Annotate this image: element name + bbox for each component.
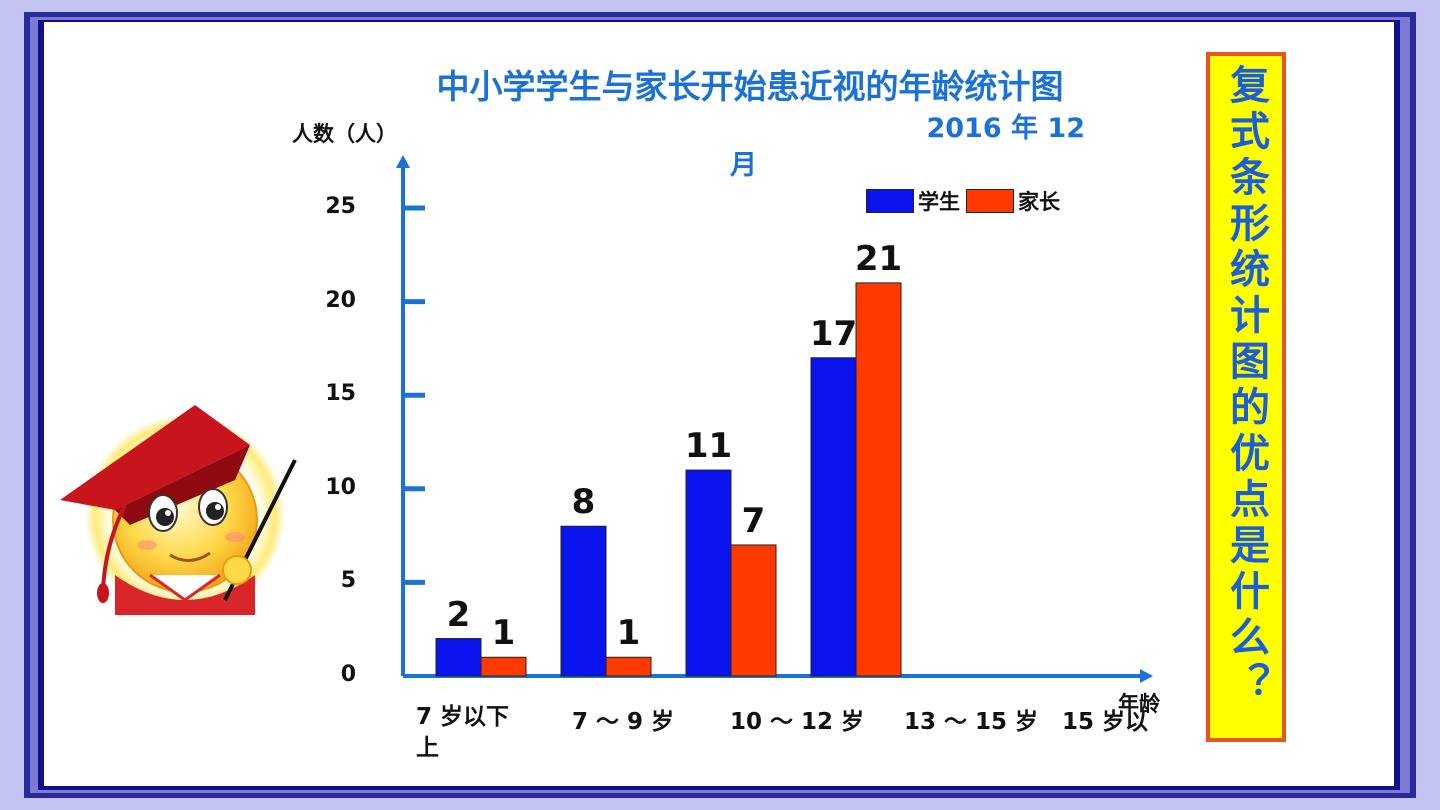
data-label-parents-1: 1 (616, 613, 641, 654)
y-tick-label-15: 15 (325, 381, 356, 407)
bar-students-1 (560, 525, 607, 677)
y-tick-label-25: 25 (325, 194, 356, 219)
legend-swatch-students (866, 189, 914, 213)
legend-label-parents: 家长 (1018, 190, 1060, 214)
y-tick-label-20: 20 (325, 287, 356, 313)
legend-swatch-parents (966, 189, 1014, 213)
x-axis-label: 年龄 (1118, 692, 1160, 716)
bar-parents-0 (480, 656, 527, 677)
x-tick-label-3: 13 ～ 15 岁 (904, 709, 1039, 735)
y-tick-label-0: 0 (340, 662, 356, 687)
y-axis-label: 人数（人） (292, 122, 397, 146)
bar-parents-2 (730, 544, 777, 677)
graduate-smiley-icon (60, 405, 297, 615)
x-tick-label-1: 7 ～ 9 岁 (572, 709, 675, 735)
legend-label-students: 学生 (918, 190, 960, 214)
y-tick-label-5: 5 (340, 568, 356, 594)
chart-legend: 学生 家长 (866, 186, 1066, 216)
bar-parents-1 (605, 656, 652, 677)
data-label-students-0: 2 (446, 594, 471, 635)
chart-date-line1: 2016 年 12 (926, 113, 1085, 144)
chart-title: 中小学学生与家长开始患近视的年龄统计图 (436, 67, 1064, 106)
y-axis-arrow (396, 155, 410, 168)
data-label-students-1: 8 (571, 482, 596, 523)
x-tick-label-0: 7 岁以下上 (416, 704, 510, 761)
y-tick-label-10: 10 (325, 474, 356, 500)
data-label-parents-0: 1 (491, 613, 516, 654)
data-label-parents-3: 21 (854, 238, 903, 279)
bar-students-2 (685, 469, 732, 677)
data-label-students-3: 17 (809, 313, 858, 354)
x-tick-label-4: 15 岁以 (1062, 709, 1149, 735)
question-text: 复式条形统计图的优点是什么？ (1223, 64, 1269, 708)
data-label-students-2: 11 (684, 426, 733, 467)
x-axis-arrow (1140, 669, 1153, 683)
x-tick-label-2: 10 ～ 12 岁 (730, 709, 865, 735)
data-label-parents-2: 7 (741, 500, 766, 541)
bar-students-0 (435, 638, 482, 677)
question-box: 复式条形统计图的优点是什么？ (1206, 52, 1286, 742)
bar-students-3 (810, 357, 857, 677)
bar-parents-3 (855, 282, 902, 677)
chart-date-line2: 月 (730, 150, 757, 181)
